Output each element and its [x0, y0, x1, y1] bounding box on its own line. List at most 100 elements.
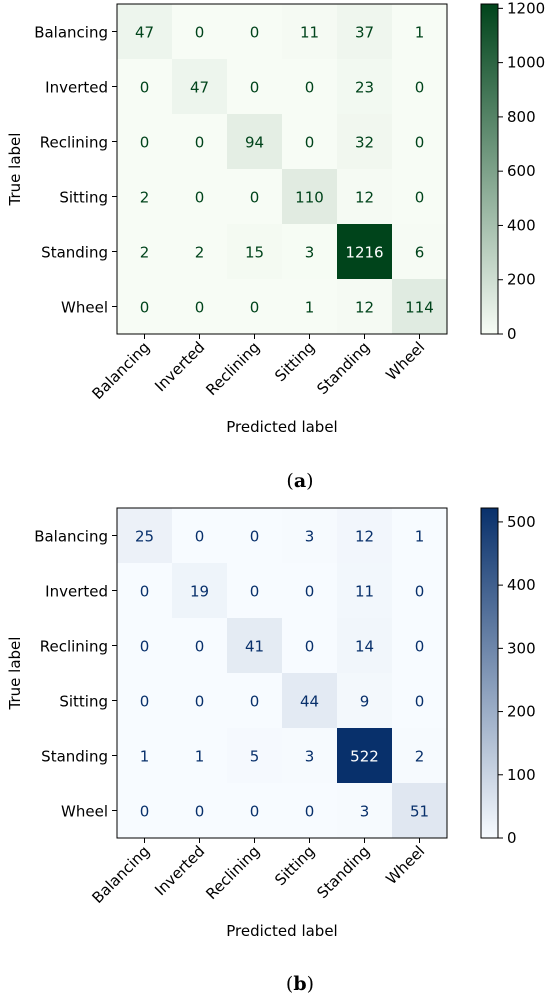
cell-value-label: 0 — [250, 189, 260, 207]
cell-value-label: 51 — [410, 803, 429, 821]
cell-standing-standing — [337, 728, 393, 784]
cell-value-label: 0 — [195, 528, 205, 546]
cell-value-label: 12 — [355, 299, 374, 317]
cell-sitting-inverted — [172, 673, 228, 729]
cell-value-label: 0 — [415, 693, 425, 711]
cell-reclining-wheel — [392, 618, 448, 674]
cell-balancing-standing — [337, 4, 393, 60]
cell-value-label: 522 — [350, 748, 379, 766]
cell-sitting-balancing — [117, 169, 173, 225]
caption-b-label: b — [293, 973, 307, 995]
cell-value-label: 6 — [415, 244, 425, 262]
cell-inverted-inverted — [172, 59, 228, 115]
cell-value-label: 0 — [140, 638, 150, 656]
cell-value-label: 0 — [305, 638, 315, 656]
cell-value-label: 1 — [415, 528, 425, 546]
cell-wheel-inverted — [172, 783, 228, 839]
cell-value-label: 0 — [195, 299, 205, 317]
x-tick-label-standing: Standing — [313, 842, 373, 902]
cell-value-label: 2 — [140, 244, 150, 262]
cell-value-label: 0 — [250, 803, 260, 821]
x-tick-label-sitting: Sitting — [271, 842, 318, 889]
cell-balancing-wheel — [392, 508, 448, 564]
cell-reclining-balancing — [117, 618, 173, 674]
cell-inverted-sitting — [282, 563, 338, 619]
cell-wheel-sitting — [282, 783, 338, 839]
cell-value-label: 12 — [355, 528, 374, 546]
cell-sitting-inverted — [172, 169, 228, 225]
caption-a-label: a — [293, 470, 307, 492]
cell-value-label: 32 — [355, 134, 374, 152]
x-tick-label-wheel: Wheel — [382, 842, 428, 888]
cell-sitting-wheel — [392, 169, 448, 225]
cell-value-label: 0 — [195, 134, 205, 152]
colorbar-tick-label: 600 — [507, 162, 536, 180]
cell-balancing-sitting — [282, 508, 338, 564]
cell-value-label: 0 — [140, 803, 150, 821]
cell-inverted-reclining — [227, 59, 283, 115]
cell-balancing-inverted — [172, 4, 228, 60]
cell-inverted-balancing — [117, 563, 173, 619]
cell-value-label: 0 — [140, 583, 150, 601]
cell-reclining-balancing — [117, 114, 173, 170]
cell-wheel-reclining — [227, 279, 283, 335]
cell-reclining-wheel — [392, 114, 448, 170]
cell-inverted-standing — [337, 59, 393, 115]
cell-value-label: 0 — [415, 134, 425, 152]
cell-value-label: 12 — [355, 189, 374, 207]
colorbar-tick-label: 500 — [507, 513, 536, 531]
x-axis-label: Predicted label — [226, 418, 337, 436]
colorbar-tick-label: 200 — [507, 703, 536, 721]
cell-value-label: 0 — [140, 134, 150, 152]
cell-wheel-wheel — [392, 783, 448, 839]
cell-standing-reclining — [227, 224, 283, 280]
cell-value-label: 1 — [195, 748, 205, 766]
cell-standing-wheel — [392, 728, 448, 784]
cell-inverted-inverted — [172, 563, 228, 619]
x-tick-label-sitting: Sitting — [271, 338, 318, 385]
x-tick-label-standing: Standing — [313, 338, 373, 398]
cell-value-label: 0 — [305, 803, 315, 821]
x-tick-label-inverted: Inverted — [151, 842, 208, 899]
cell-inverted-balancing — [117, 59, 173, 115]
colorbar-tick-label: 400 — [507, 576, 536, 594]
cell-value-label: 1216 — [345, 244, 383, 262]
cell-wheel-balancing — [117, 279, 173, 335]
cell-value-label: 0 — [140, 299, 150, 317]
cell-sitting-reclining — [227, 673, 283, 729]
cell-reclining-standing — [337, 618, 393, 674]
cell-value-label: 23 — [355, 79, 374, 97]
cell-value-label: 0 — [250, 583, 260, 601]
cell-value-label: 1 — [415, 24, 425, 42]
cell-standing-reclining — [227, 728, 283, 784]
cell-wheel-standing — [337, 279, 393, 335]
cell-value-label: 0 — [250, 79, 260, 97]
cell-value-label: 11 — [300, 24, 319, 42]
cell-wheel-inverted — [172, 279, 228, 335]
cell-inverted-standing — [337, 563, 393, 619]
cell-wheel-sitting — [282, 279, 338, 335]
cell-value-label: 2 — [140, 189, 150, 207]
y-tick-label-balancing: Balancing — [34, 528, 108, 546]
cell-value-label: 110 — [295, 189, 324, 207]
cell-sitting-sitting — [282, 673, 338, 729]
cell-value-label: 25 — [135, 528, 154, 546]
cell-value-label: 37 — [355, 24, 374, 42]
cell-value-label: 0 — [195, 693, 205, 711]
cell-sitting-wheel — [392, 673, 448, 729]
cell-value-label: 2 — [195, 244, 205, 262]
confusion-matrix-b: 25 0 0 3 12 10 19 0 0 11 00 0 41 0 14 00 0 0 44 9 01 1 5 3 522 20… — [6, 507, 536, 940]
cell-standing-sitting — [282, 728, 338, 784]
cell-balancing-sitting — [282, 4, 338, 60]
cell-value-label: 0 — [305, 583, 315, 601]
cell-value-label: 0 — [250, 299, 260, 317]
cell-value-label: 47 — [190, 79, 209, 97]
cell-wheel-wheel — [392, 279, 448, 335]
cell-value-label: 0 — [195, 803, 205, 821]
cell-value-label: 0 — [195, 189, 205, 207]
colorbar-tick-label: 0 — [507, 325, 517, 343]
cell-balancing-standing — [337, 508, 393, 564]
x-tick-label-inverted: Inverted — [151, 338, 208, 395]
y-tick-label-wheel: Wheel — [61, 299, 108, 317]
cell-standing-balancing — [117, 728, 173, 784]
